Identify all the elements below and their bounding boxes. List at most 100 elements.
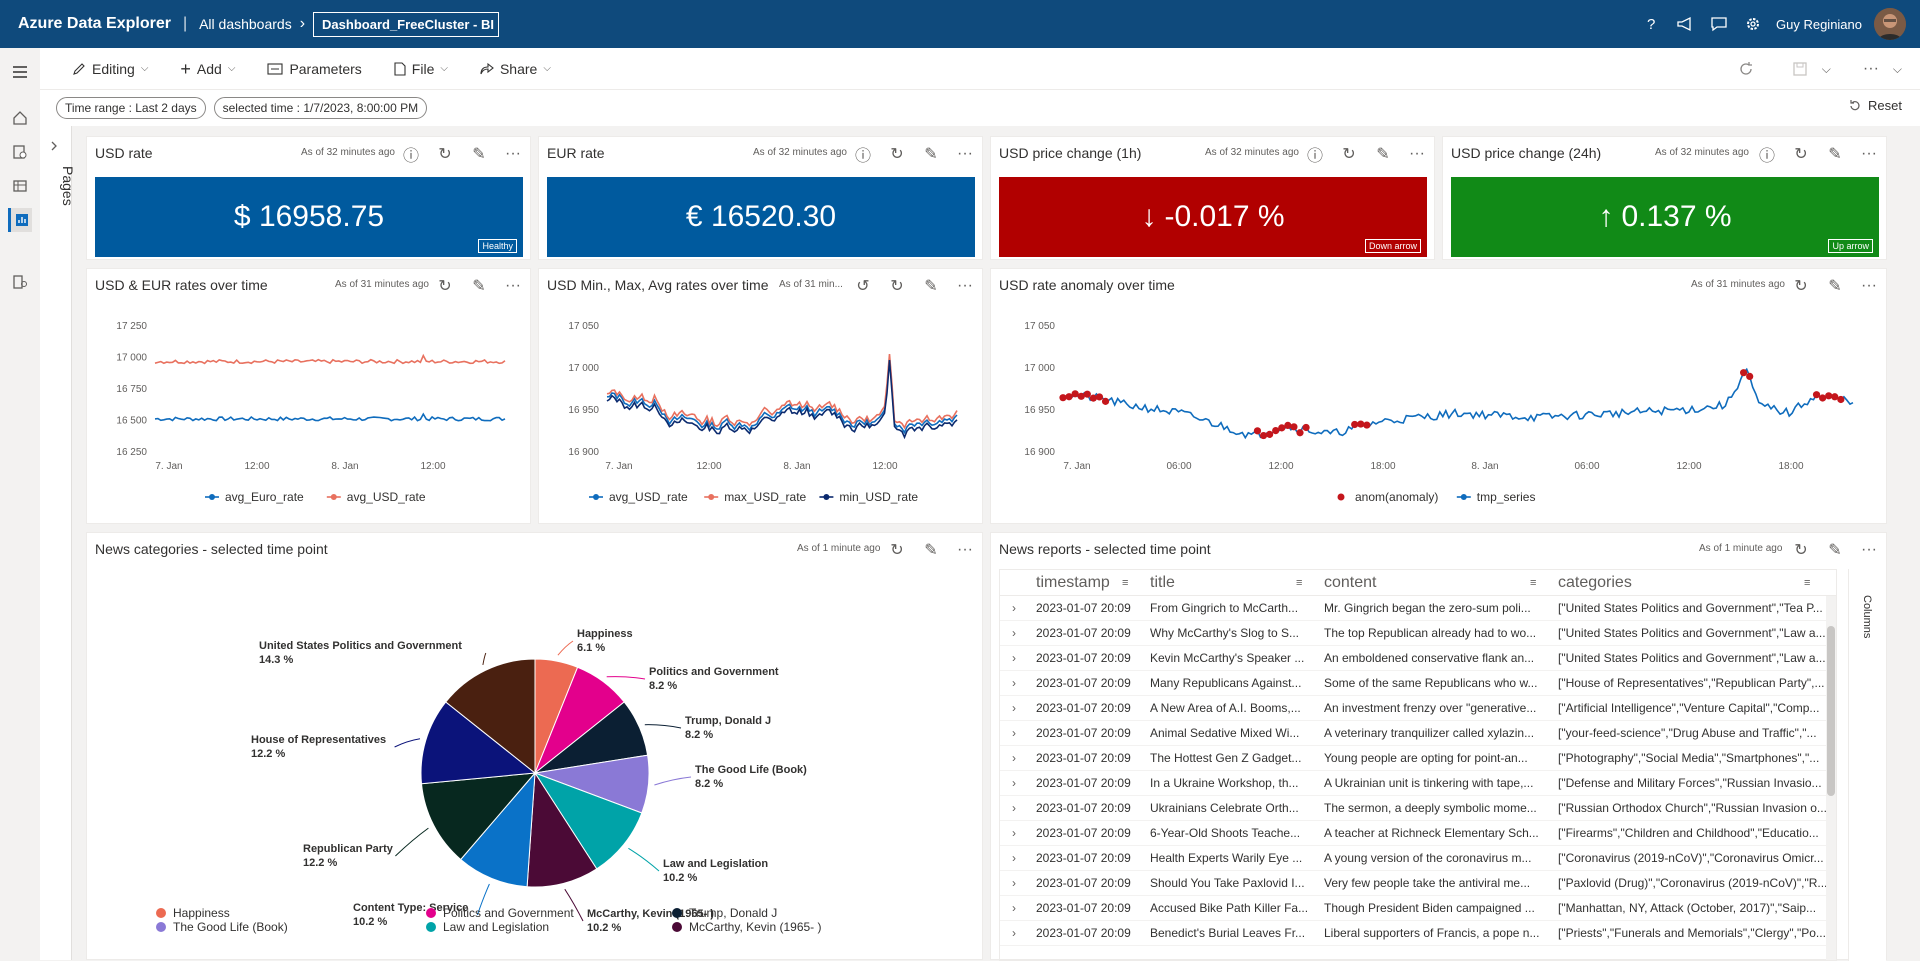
settings-gear-icon[interactable] [1736,0,1770,48]
pages-label[interactable]: Pages [60,166,76,206]
chevron-down-icon[interactable]: ⌵ [1892,61,1902,76]
help-icon[interactable]: ? [1634,0,1668,48]
edit-pencil-icon[interactable]: ✎ [924,278,938,295]
more-options-icon[interactable]: ··· [1861,277,1877,294]
table-row[interactable]: › 2023-01-07 20:09 Animal Sedative Mixed W… [1000,721,1836,746]
hamburger-menu-icon[interactable] [8,60,32,84]
monitoring-icon[interactable] [8,270,32,294]
edit-pencil-icon[interactable]: ✎ [1828,542,1842,559]
refresh-icon[interactable]: ↻ [890,278,904,295]
app-title[interactable]: Azure Data Explorer [18,15,171,32]
column-menu-icon[interactable]: ≡ [1122,577,1129,589]
breadcrumb-all-dashboards[interactable]: All dashboards [199,16,292,32]
info-icon[interactable]: ⓘ [854,148,871,165]
edit-pencil-icon[interactable]: ✎ [472,278,486,295]
expand-row-chevron-icon[interactable]: › [1012,651,1016,665]
user-avatar[interactable] [1874,8,1906,40]
expand-row-chevron-icon[interactable]: › [1012,901,1016,915]
table-row[interactable]: › 2023-01-07 20:09 Ukrainians Celebrate Or… [1000,796,1836,821]
expand-row-chevron-icon[interactable]: › [1012,826,1016,840]
table-row[interactable]: › 2023-01-07 20:09 Should You Take Paxlovi… [1000,871,1836,896]
columns-panel-label[interactable]: Columns [1861,595,1873,639]
column-header-timestamp[interactable]: timestamp [1036,574,1110,591]
dashboards-icon[interactable] [8,208,32,232]
feedback-icon[interactable] [1702,0,1736,48]
anomaly-line-chart[interactable]: 17 050 17 000 16 950 16 900 7. Jan 06:00 12:00… [991,303,1888,523]
table-row[interactable]: › 2023-01-07 20:09 A New Area of A.I. Boom… [1000,696,1836,721]
edit-pencil-icon[interactable]: ✎ [924,146,938,163]
table-row[interactable]: › 2023-01-07 20:09 Many Republicans Agains… [1000,671,1836,696]
table-row[interactable]: › 2023-01-07 20:09 In a Ukraine Workshop, … [1000,771,1836,796]
more-options-icon[interactable]: ··· [1862,60,1879,77]
parameters-button[interactable]: Parameters [267,61,362,77]
user-name[interactable]: Guy Reginiano [1776,16,1862,32]
refresh-icon[interactable]: ↻ [1794,542,1808,559]
rates-line-chart[interactable]: 17 250 17 000 16 750 16 500 16 250 7. Jan 12:0… [87,303,532,523]
reset-button[interactable]: Reset [1848,98,1902,113]
table-scrollbar[interactable] [1826,596,1836,960]
refresh-icon[interactable]: ↻ [1794,278,1808,295]
table-row[interactable]: › 2023-01-07 20:09 The Hottest Gen Z Gadge… [1000,746,1836,771]
add-button[interactable]: + Add ⌵ [180,60,235,78]
expand-row-chevron-icon[interactable]: › [1012,751,1016,765]
column-menu-icon[interactable]: ≡ [1296,577,1303,589]
expand-pages-chevron-icon[interactable] [48,140,60,152]
more-options-icon[interactable]: ··· [1861,145,1877,162]
info-icon[interactable]: ⓘ [1758,148,1775,165]
table-row[interactable]: › 2023-01-07 20:09 Health Experts Warily E… [1000,846,1836,871]
refresh-icon[interactable]: ↻ [890,542,904,559]
expand-row-chevron-icon[interactable]: › [1012,701,1016,715]
selected-time-pill[interactable]: selected time : 1/7/2023, 8:00:00 PM [213,97,428,119]
scrollbar-thumb[interactable] [1827,626,1835,796]
column-header-categories[interactable]: categories [1558,574,1632,591]
undo-icon[interactable]: ↺ [856,278,870,295]
editing-mode-button[interactable]: Editing ⌵ [72,61,148,77]
more-options-icon[interactable]: ··· [505,277,521,294]
more-options-icon[interactable]: ··· [957,145,973,162]
time-range-pill[interactable]: Time range : Last 2 days [56,97,206,119]
expand-row-chevron-icon[interactable]: › [1012,801,1016,815]
announcement-icon[interactable] [1668,0,1702,48]
refresh-icon[interactable]: ↻ [438,278,452,295]
more-options-icon[interactable]: ··· [957,277,973,294]
more-options-icon[interactable]: ··· [1409,145,1425,162]
edit-pencil-icon[interactable]: ✎ [1828,146,1842,163]
expand-row-chevron-icon[interactable]: › [1012,676,1016,690]
expand-row-chevron-icon[interactable]: › [1012,876,1016,890]
info-icon[interactable]: ⓘ [402,148,419,165]
refresh-icon[interactable]: ↻ [1342,146,1356,163]
refresh-icon[interactable] [1738,61,1754,77]
table-row[interactable]: › 2023-01-07 20:09 From Gingrich to McCart… [1000,596,1836,621]
table-row[interactable]: › 2023-01-07 20:09 Accused Bike Path Kille… [1000,896,1836,921]
more-options-icon[interactable]: ··· [957,541,973,558]
table-row[interactable]: › 2023-01-07 20:09 6-Year-Old Shoots Teach… [1000,821,1836,846]
edit-pencil-icon[interactable]: ✎ [924,542,938,559]
expand-row-chevron-icon[interactable]: › [1012,726,1016,740]
expand-row-chevron-icon[interactable]: › [1012,776,1016,790]
dashboard-name-field[interactable]: Dashboard_FreeCluster - BI [313,11,500,37]
edit-pencil-icon[interactable]: ✎ [1828,278,1842,295]
save-options-chevron-icon[interactable]: ⌵ [1821,61,1831,76]
refresh-icon[interactable]: ↻ [890,146,904,163]
file-button[interactable]: File ⌵ [394,61,448,77]
more-options-icon[interactable]: ··· [1861,541,1877,558]
data-icon[interactable] [8,174,32,198]
minmaxavg-line-chart[interactable]: 17 050 17 000 16 950 16 900 7. Jan 12:00 8. Ja… [539,303,984,523]
edit-pencil-icon[interactable]: ✎ [1376,146,1390,163]
table-row[interactable]: › 2023-01-07 20:09 Why McCarthy's Slog to … [1000,621,1836,646]
more-options-icon[interactable]: ··· [505,145,521,162]
column-menu-icon[interactable]: ≡ [1530,577,1537,589]
refresh-icon[interactable]: ↻ [438,146,452,163]
columns-side-panel[interactable]: Columns [1848,569,1886,961]
table-row[interactable]: › 2023-01-07 20:09 Benedict's Burial Leave… [1000,921,1836,946]
expand-row-chevron-icon[interactable]: › [1012,626,1016,640]
expand-row-chevron-icon[interactable]: › [1012,851,1016,865]
expand-row-chevron-icon[interactable]: › [1012,926,1016,940]
column-header-title[interactable]: title [1150,574,1175,591]
info-icon[interactable]: ⓘ [1306,148,1323,165]
column-menu-icon[interactable]: ≡ [1804,577,1811,589]
refresh-icon[interactable]: ↻ [1794,146,1808,163]
save-icon[interactable] [1792,61,1808,77]
expand-row-chevron-icon[interactable]: › [1012,601,1016,615]
share-button[interactable]: Share ⌵ [480,61,551,77]
